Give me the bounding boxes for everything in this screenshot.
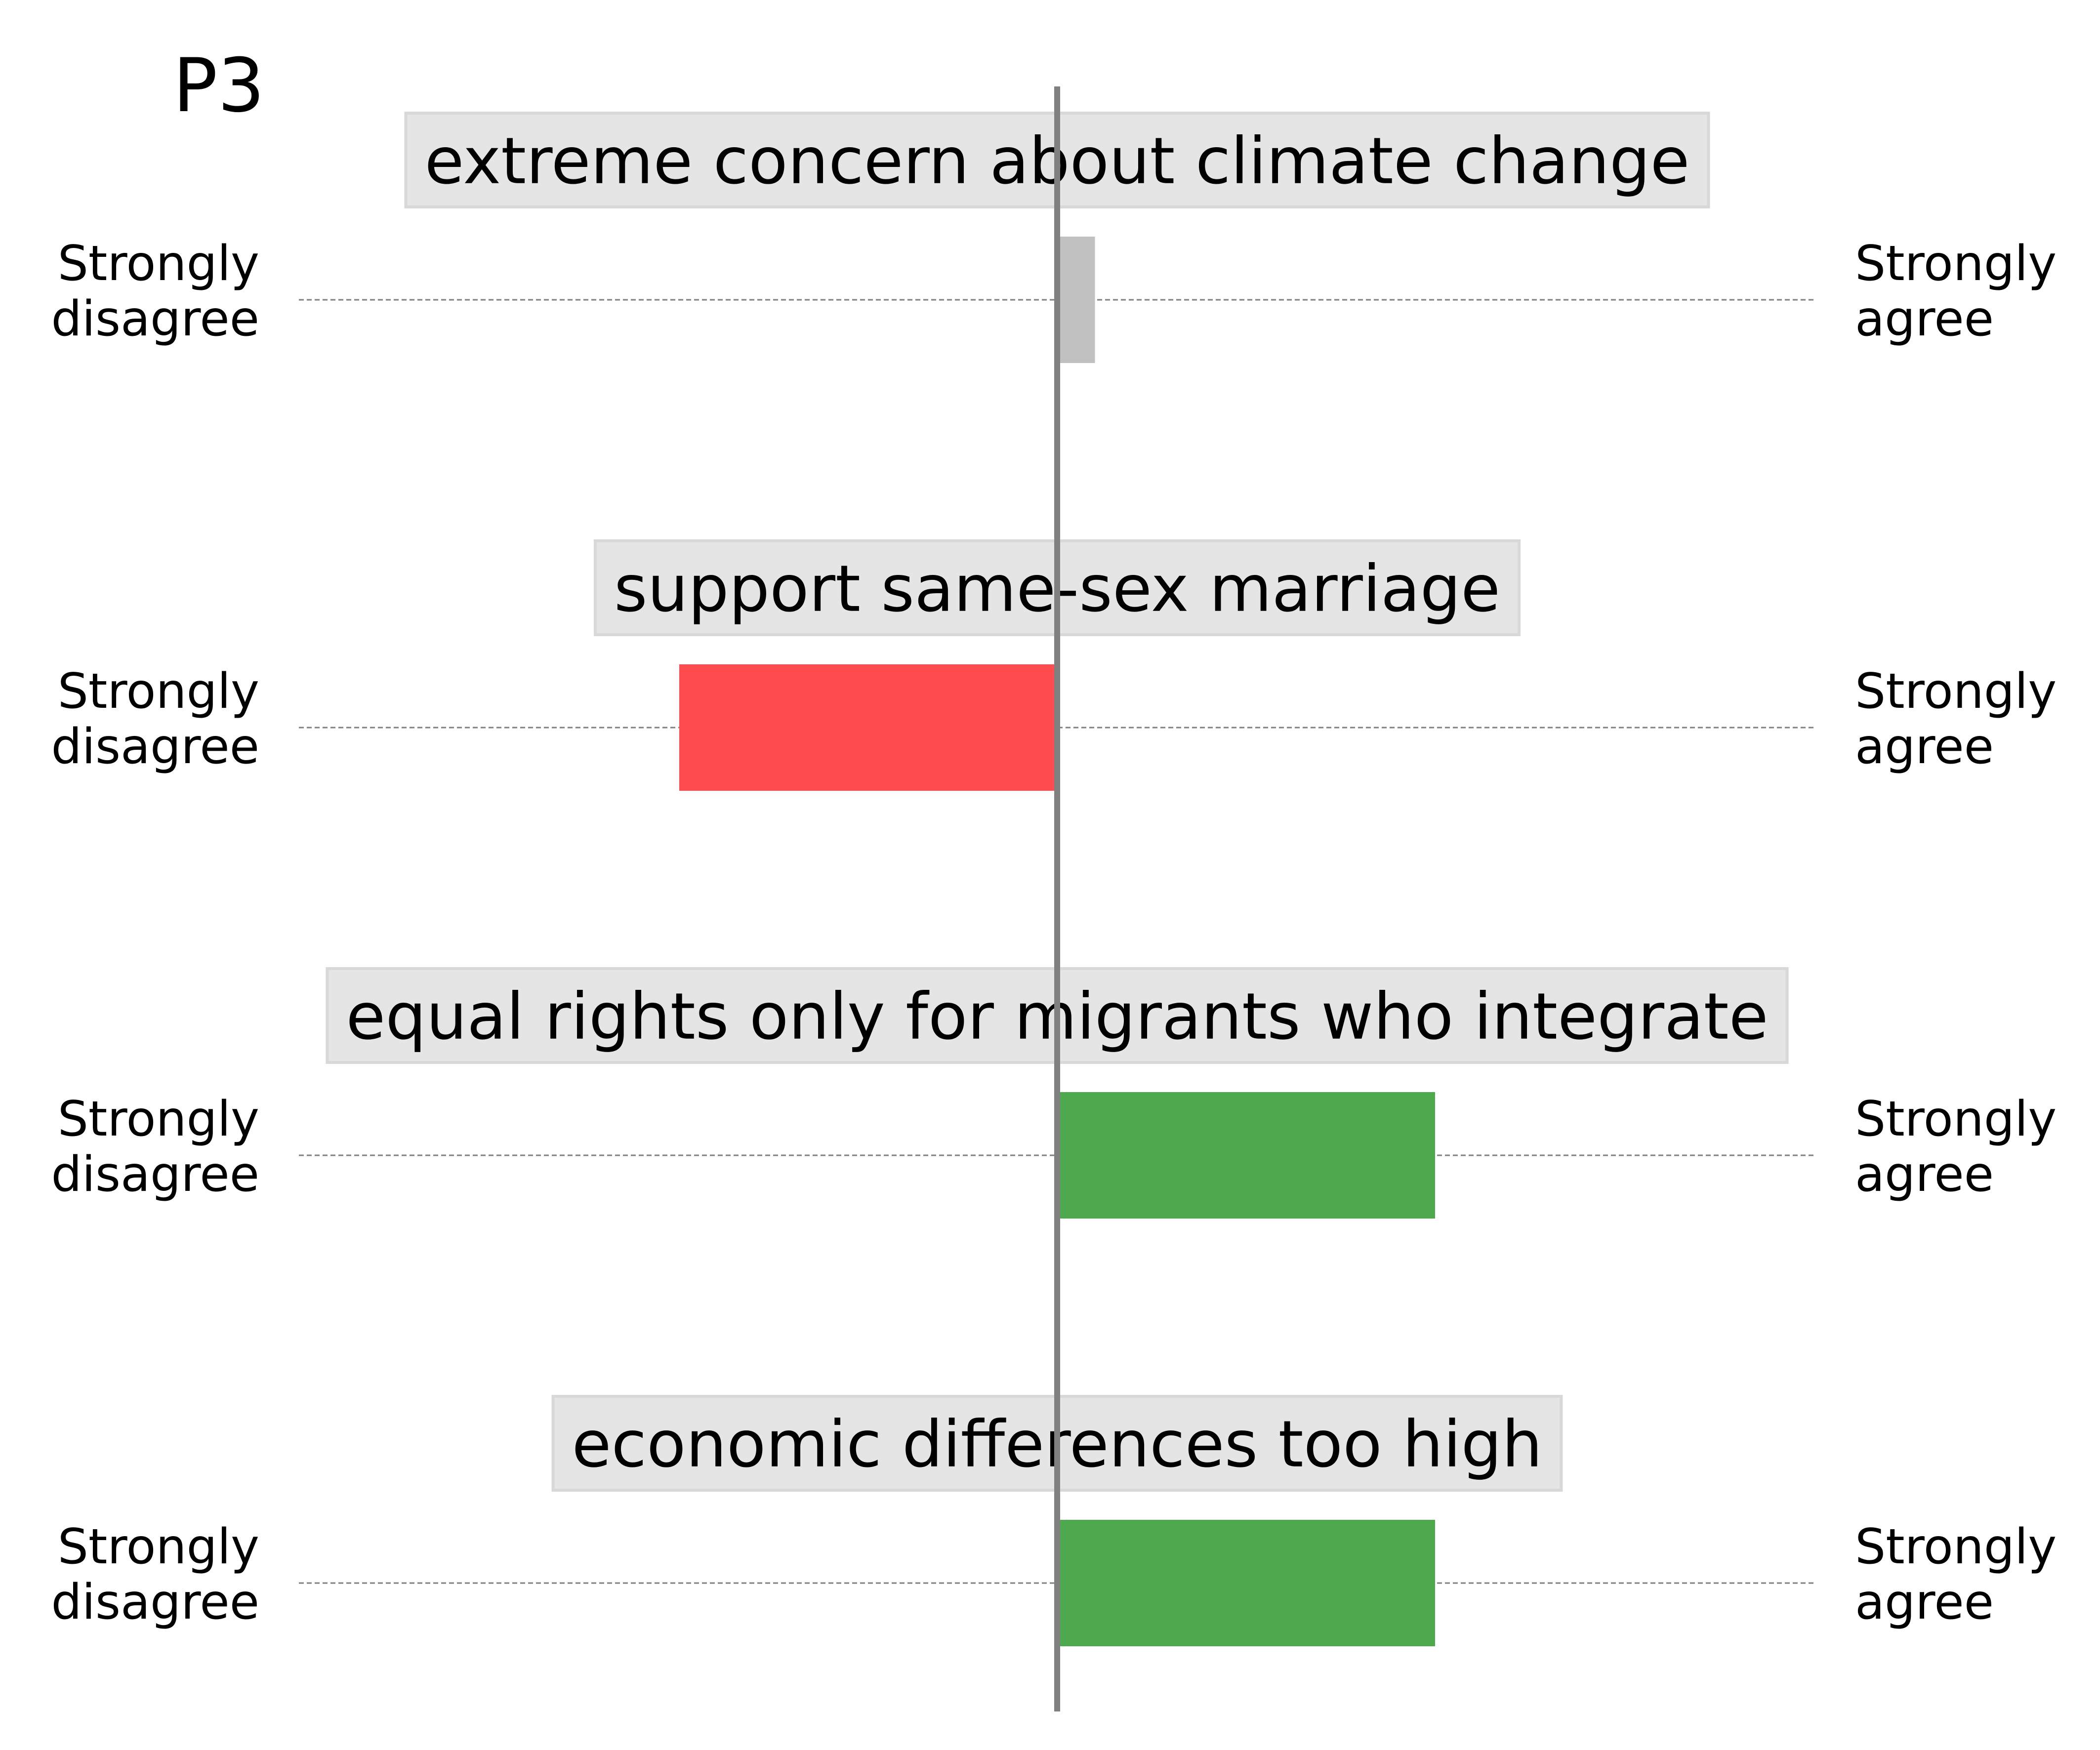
scale-right-label: Strongly agree: [1855, 1519, 2057, 1630]
statement-row: equal rights only for migrants who integ…: [51, 967, 2057, 1219]
scale-left-label: Strongly disagree: [51, 236, 259, 347]
statement-row: extreme concern about climate changeStro…: [51, 112, 2057, 363]
bar: [679, 664, 1057, 791]
scale-right-label: Strongly agree: [1855, 663, 2057, 775]
scale-right-label: Strongly agree: [1855, 1091, 2057, 1203]
scale-left-label: Strongly disagree: [51, 1519, 259, 1630]
bar: [1057, 1092, 1435, 1219]
bar: [1057, 237, 1095, 363]
scale-left-label: Strongly disagree: [51, 1091, 259, 1203]
scale-left-label: Strongly disagree: [51, 663, 259, 775]
statement-rows: extreme concern about climate changeStro…: [51, 112, 2057, 1646]
bar: [1057, 1520, 1435, 1646]
chart-title: P3: [173, 43, 265, 129]
scale-right-label: Strongly agree: [1855, 236, 2057, 347]
